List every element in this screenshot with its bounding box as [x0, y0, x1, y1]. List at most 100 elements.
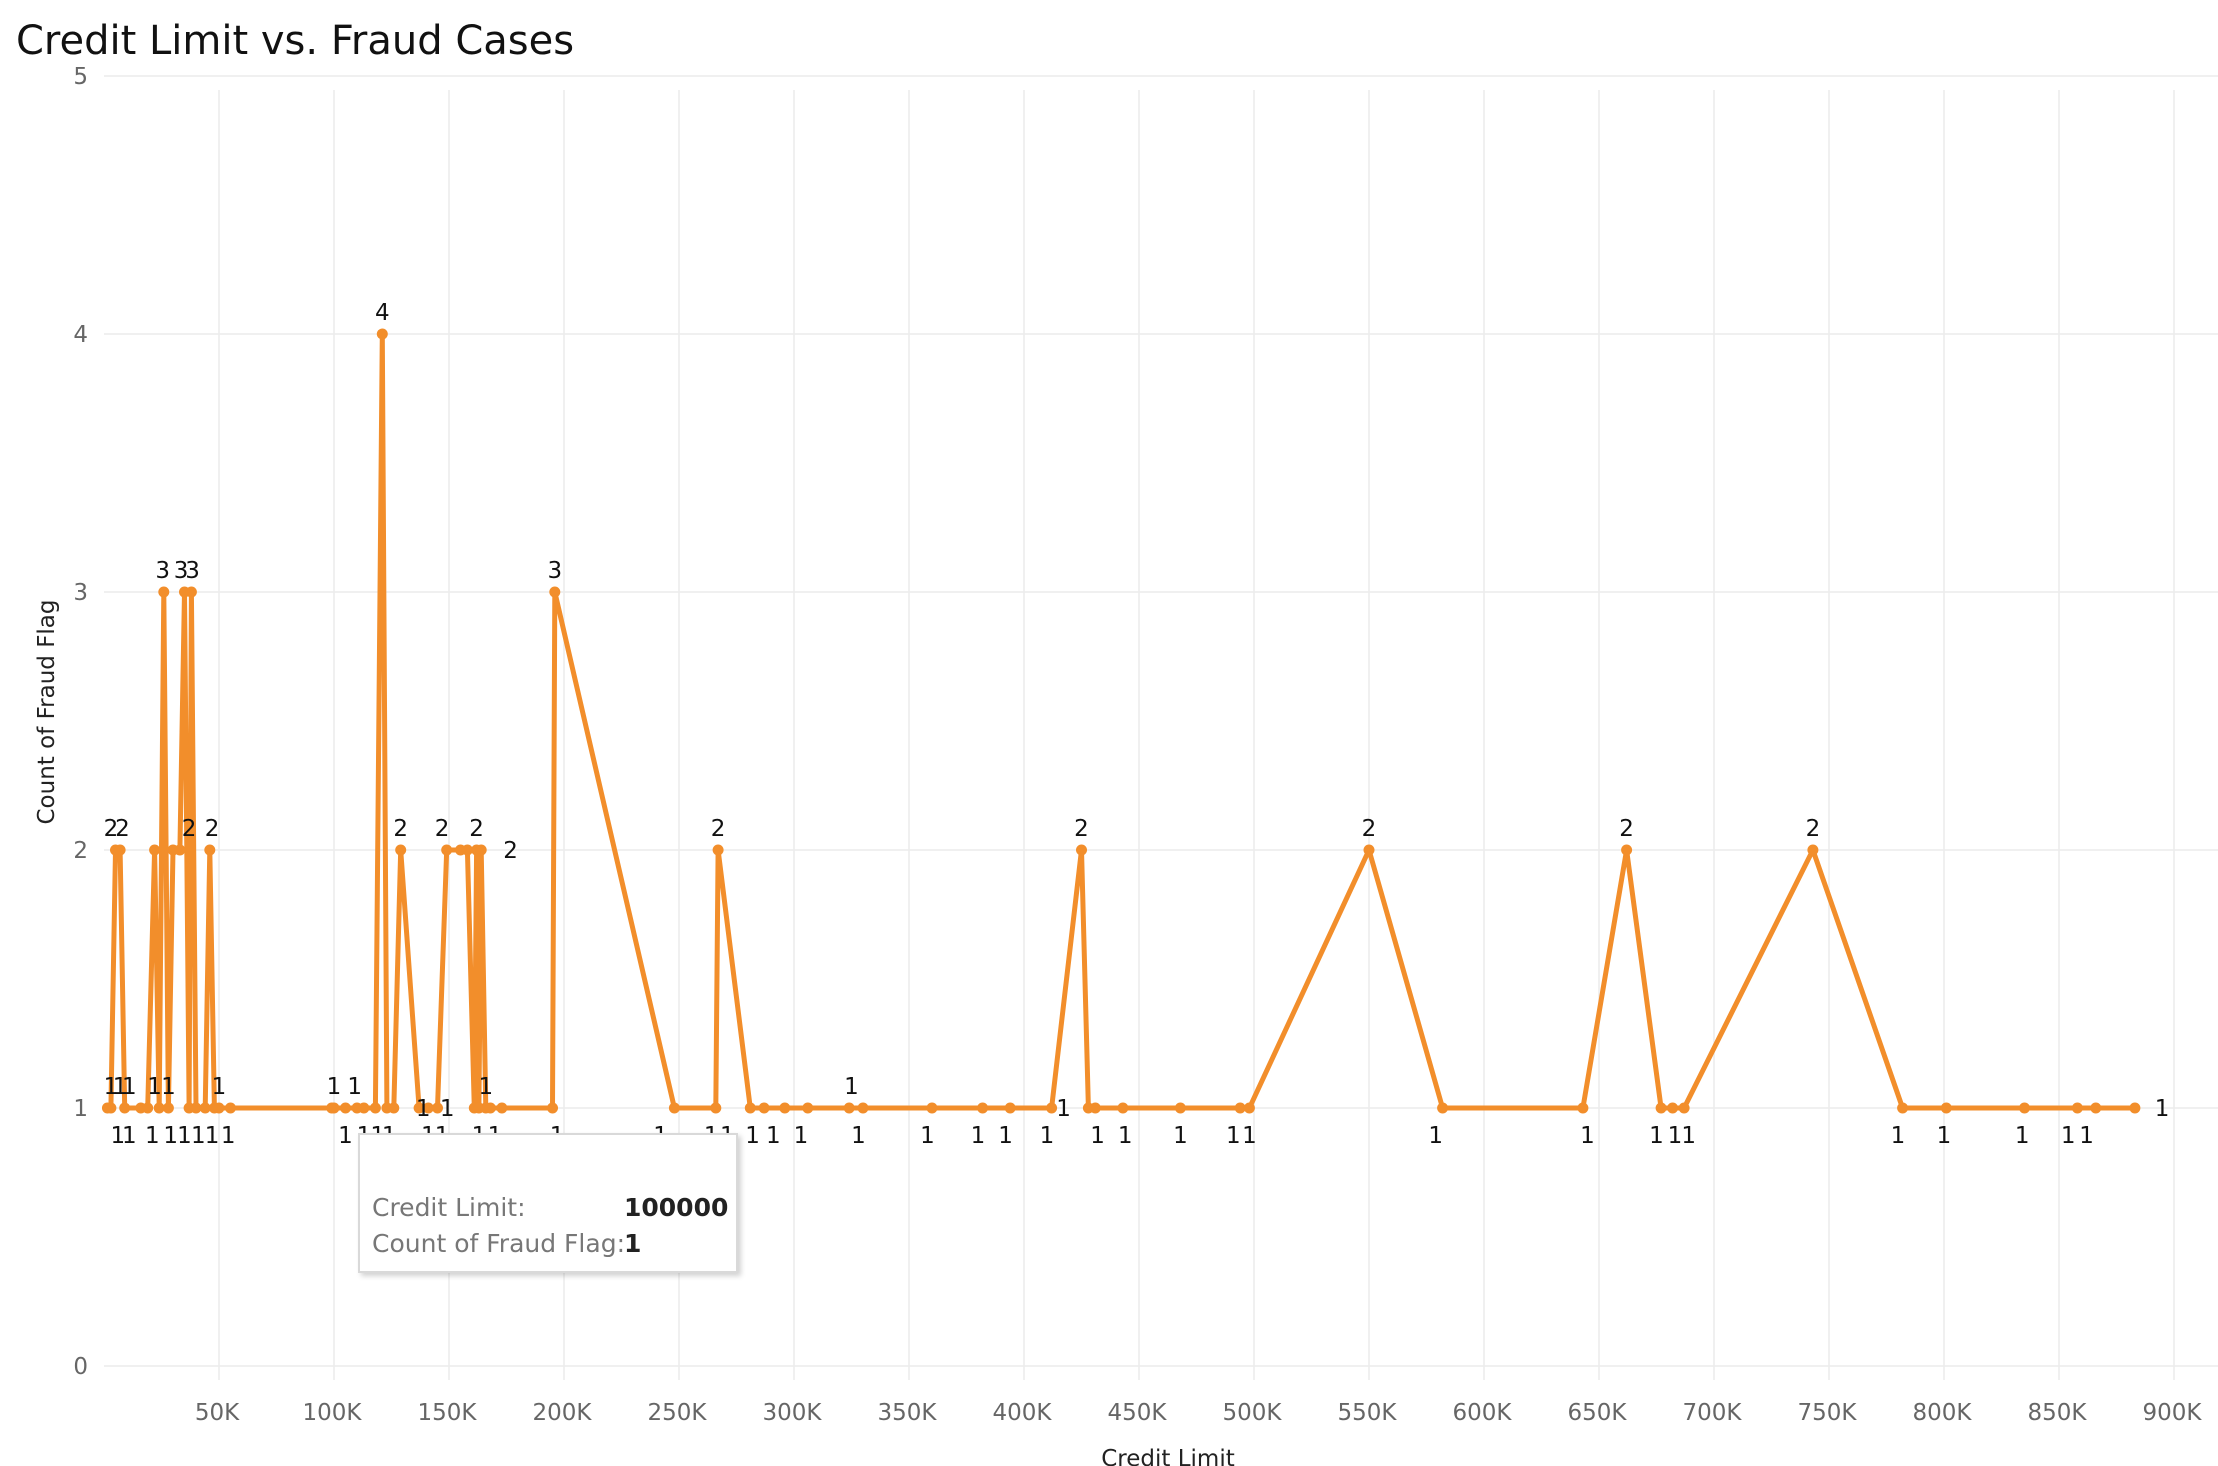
data-label: 1	[1891, 1123, 1906, 1149]
data-point[interactable]	[204, 844, 216, 856]
data-point[interactable]	[114, 844, 126, 856]
data-point[interactable]	[199, 1102, 211, 1114]
data-label: 2	[393, 816, 408, 842]
data-point[interactable]	[1807, 844, 1819, 856]
x-tick-label: 600K	[1453, 1400, 1513, 1426]
data-label: 1	[113, 1074, 128, 1100]
data-point[interactable]	[162, 1102, 174, 1114]
data-label: 1	[2015, 1123, 2030, 1149]
data-point[interactable]	[926, 1102, 938, 1114]
data-point[interactable]	[432, 1102, 443, 1114]
data-point[interactable]	[225, 1102, 236, 1114]
data-point[interactable]	[547, 1102, 558, 1114]
x-tick-label: 450K	[1108, 1400, 1168, 1426]
data-point[interactable]	[843, 1102, 855, 1114]
data-point[interactable]	[158, 586, 170, 598]
tooltip-count-value: 1	[624, 1229, 642, 1258]
data-point[interactable]	[388, 1102, 400, 1114]
x-tick-label: 750K	[1798, 1400, 1858, 1426]
data-point[interactable]	[376, 328, 388, 340]
data-label: 1	[416, 1096, 431, 1122]
x-axis-title: Credit Limit	[1101, 1446, 1235, 1466]
data-point[interactable]	[340, 1102, 351, 1114]
data-point[interactable]	[142, 1102, 154, 1114]
data-point[interactable]	[149, 844, 161, 856]
x-tick-label: 900K	[2143, 1400, 2203, 1426]
data-point[interactable]	[441, 844, 453, 856]
data-label: 1	[205, 1123, 220, 1149]
data-point[interactable]	[1621, 844, 1633, 856]
data-point[interactable]	[358, 1102, 370, 1114]
data-point[interactable]	[1076, 844, 1087, 856]
y-tick-label: 2	[73, 838, 88, 864]
data-point[interactable]	[422, 1102, 434, 1114]
data-label: 1	[104, 1074, 119, 1100]
x-tick-label: 650K	[1568, 1400, 1628, 1426]
data-point[interactable]	[395, 844, 407, 856]
data-point[interactable]	[1655, 1102, 1667, 1114]
data-point[interactable]	[1897, 1102, 1909, 1114]
data-label: 1	[2155, 1096, 2170, 1122]
data-point[interactable]	[2129, 1102, 2141, 1114]
data-point[interactable]	[1437, 1102, 1449, 1114]
data-point[interactable]	[779, 1102, 791, 1114]
data-point[interactable]	[1678, 1102, 1690, 1114]
data-label: 2	[435, 816, 450, 842]
data-point[interactable]	[213, 1102, 225, 1114]
x-axis-ticks: 50K 100K 150K 200K 250K 300K 350K 400K 450K 500K 5…	[195, 1400, 2203, 1426]
data-point[interactable]	[484, 1102, 496, 1114]
data-point[interactable]	[461, 844, 473, 856]
data-point[interactable]	[977, 1102, 989, 1114]
x-tick-label: 150K	[418, 1400, 478, 1426]
data-point[interactable]	[1940, 1102, 1952, 1114]
y-tick-label: 0	[73, 1354, 88, 1380]
data-point[interactable]	[1577, 1102, 1589, 1114]
data-point[interactable]	[1243, 1102, 1255, 1114]
data-point[interactable]	[119, 1102, 131, 1114]
data-point[interactable]	[1667, 1102, 1679, 1114]
data-label: 1	[1226, 1123, 1241, 1149]
data-point[interactable]	[1234, 1102, 1246, 1114]
data-point[interactable]	[2019, 1102, 2030, 1114]
data-point[interactable]	[668, 1102, 680, 1114]
data-point[interactable]	[369, 1102, 381, 1114]
x-tick-label: 500K	[1223, 1400, 1283, 1426]
data-point[interactable]	[712, 844, 724, 856]
data-point[interactable]	[549, 586, 561, 598]
data-point[interactable]	[475, 844, 487, 856]
data-point[interactable]	[174, 844, 186, 856]
tooltip-credit-limit-label: Credit Limit:	[372, 1193, 526, 1222]
data-point[interactable]	[802, 1102, 814, 1114]
data-point[interactable]	[744, 1102, 756, 1114]
data-point[interactable]	[1117, 1102, 1129, 1114]
data-label: 3	[547, 558, 562, 584]
x-tick-label: 700K	[1683, 1400, 1743, 1426]
data-point[interactable]	[1089, 1102, 1101, 1114]
data-point[interactable]	[1046, 1102, 1058, 1114]
data-label: 1	[1118, 1123, 1133, 1149]
data-point[interactable]	[413, 1102, 425, 1114]
series-line-path[interactable]	[107, 331, 2135, 1111]
data-point[interactable]	[190, 1102, 202, 1114]
x-tick-label: 350K	[878, 1400, 938, 1426]
data-point[interactable]	[2071, 1102, 2083, 1114]
data-point[interactable]	[1004, 1102, 1016, 1114]
data-point[interactable]	[496, 1102, 508, 1114]
data-point[interactable]	[1174, 1102, 1186, 1114]
data-point[interactable]	[185, 586, 197, 598]
data-point[interactable]	[857, 1102, 869, 1114]
data-label: 1	[1056, 1096, 1071, 1122]
data-point[interactable]	[758, 1102, 770, 1114]
y-tick-label: 4	[73, 322, 88, 348]
data-point[interactable]	[153, 1102, 165, 1114]
data-point[interactable]	[2090, 1102, 2102, 1114]
data-label: 1	[1681, 1123, 1696, 1149]
data-label: 2	[1074, 816, 1089, 842]
data-point[interactable]	[105, 1102, 117, 1114]
x-tick-label: 400K	[993, 1400, 1053, 1426]
data-point[interactable]	[328, 1102, 340, 1114]
data-point[interactable]	[710, 1102, 722, 1114]
data-point[interactable]	[1363, 844, 1375, 856]
data-label: 1	[145, 1123, 160, 1149]
